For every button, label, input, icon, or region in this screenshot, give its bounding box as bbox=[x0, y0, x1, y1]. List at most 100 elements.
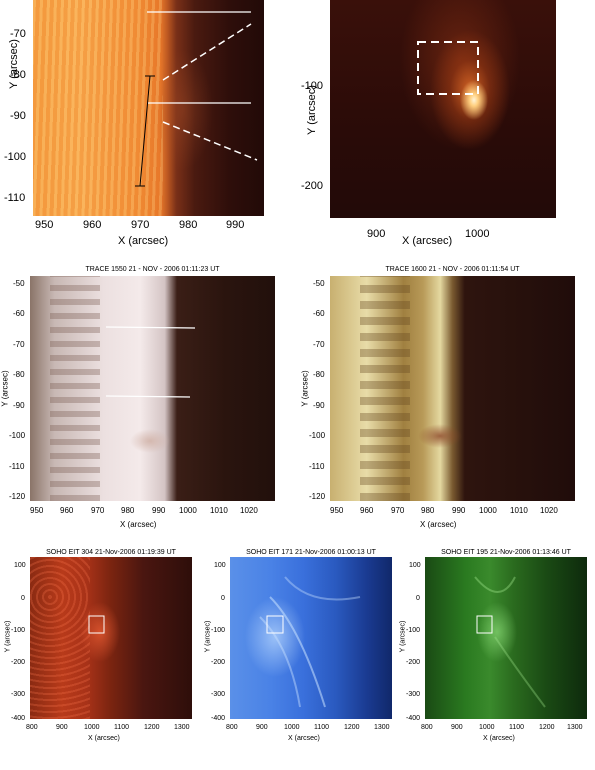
panel-c-title: TRACE 1550 21 - NOV - 2006 01:11:23 UT bbox=[85, 266, 220, 273]
panel-c-xtick: 1020 bbox=[240, 506, 258, 515]
panel-g-image bbox=[425, 557, 587, 719]
panel-g-xtick: 1100 bbox=[509, 724, 525, 731]
panel-c-image bbox=[30, 276, 275, 501]
panel-d-title: TRACE 1600 21 - NOV - 2006 01:11:54 UT bbox=[385, 266, 520, 273]
panel-e-ylabel: Y (arcsec) bbox=[4, 620, 12, 653]
panel-a-xtick: 980 bbox=[179, 219, 198, 231]
panel-c-ytick: -120 bbox=[9, 492, 26, 501]
panel-g-ytick: 100 bbox=[409, 562, 421, 569]
panel-d-xlabel: X (arcsec) bbox=[420, 520, 457, 529]
panel-f-xtick: 900 bbox=[256, 724, 268, 731]
panel-c-ylabel: Y (arcsec) bbox=[0, 370, 10, 407]
panel-b-image bbox=[330, 0, 556, 218]
panel-e-xtick: 1100 bbox=[114, 724, 130, 731]
panel-b: Y (arcsec) -100 -200 900 1000 X (arcsec) bbox=[300, 0, 595, 250]
panel-g-ytick: -300 bbox=[406, 691, 421, 698]
panel-f: SOHO EIT 171 21-Nov-2006 01:00:13 UT Y (… bbox=[200, 545, 400, 770]
panel-d-image bbox=[330, 276, 575, 501]
panel-f-xtick: 1300 bbox=[374, 724, 390, 731]
panel-a-ytick: -110 bbox=[4, 192, 26, 204]
panel-d-xtick: 1000 bbox=[479, 506, 497, 515]
panel-c-ytick: -70 bbox=[13, 340, 25, 349]
panel-d-ytick: -50 bbox=[313, 279, 325, 288]
panel-d-ytick: -100 bbox=[309, 431, 326, 440]
panel-d: TRACE 1600 21 - NOV - 2006 01:11:54 UT Y… bbox=[300, 262, 595, 537]
panel-d-ytick: -120 bbox=[309, 492, 326, 501]
panel-c-ytick: -50 bbox=[13, 279, 25, 288]
panel-c-ytick: -80 bbox=[13, 370, 25, 379]
panel-c-ytick: -110 bbox=[9, 462, 25, 471]
panel-f-xtick: 800 bbox=[226, 724, 238, 731]
panel-d-xtick: 990 bbox=[452, 506, 466, 515]
panel-g-xtick: 800 bbox=[421, 724, 433, 731]
panel-e-overlay bbox=[88, 615, 105, 634]
panel-g-xtick: 900 bbox=[451, 724, 463, 731]
panel-d-xtick: 980 bbox=[421, 506, 435, 515]
panel-e-ytick: 100 bbox=[14, 562, 26, 569]
panel-f-title: SOHO EIT 171 21-Nov-2006 01:00:13 UT bbox=[246, 549, 376, 556]
panel-g-xtick: 1000 bbox=[479, 724, 495, 731]
panel-c-xtick: 960 bbox=[60, 506, 74, 515]
panel-c-xtick: 1000 bbox=[179, 506, 197, 515]
panel-a-ytick: -70 bbox=[10, 28, 26, 40]
panel-e-image bbox=[30, 557, 192, 719]
panel-a-xtick: 990 bbox=[226, 219, 245, 231]
panel-a-overlay bbox=[135, 11, 258, 187]
panel-c-ytick: -60 bbox=[13, 309, 25, 318]
panel-e-xtick: 1300 bbox=[174, 724, 190, 731]
panel-f-xtick: 1000 bbox=[284, 724, 300, 731]
panel-d-ylabel: Y (arcsec) bbox=[300, 370, 310, 407]
panel-c: TRACE 1550 21 - NOV - 2006 01:11:23 UT Y… bbox=[0, 262, 295, 537]
panel-e-xtick: 900 bbox=[56, 724, 68, 731]
panel-f-ytick: 0 bbox=[221, 595, 225, 602]
panel-f-ytick: -200 bbox=[211, 659, 226, 666]
panel-a-ytick: -80 bbox=[10, 69, 26, 81]
panel-a-xtick: 970 bbox=[131, 219, 150, 231]
panel-d-xtick: 1020 bbox=[540, 506, 558, 515]
panel-a: Y (arcsec) -70 -80 -90 -100 -110 950 960… bbox=[0, 0, 300, 250]
panel-c-xtick: 1010 bbox=[210, 506, 228, 515]
panel-d-xtick: 1010 bbox=[510, 506, 528, 515]
panel-g-ytick: 0 bbox=[416, 595, 420, 602]
panel-d-ytick: -70 bbox=[313, 340, 325, 349]
panel-g-xtick: 1300 bbox=[567, 724, 583, 731]
panel-c-ytick: -90 bbox=[13, 401, 25, 410]
panel-b-xtick: 900 bbox=[367, 228, 386, 240]
panel-f-image bbox=[230, 557, 392, 719]
panel-f-xtick: 1200 bbox=[344, 724, 360, 731]
panel-e-xtick: 1000 bbox=[84, 724, 100, 731]
panel-e-xtick: 800 bbox=[26, 724, 38, 731]
panel-g-title: SOHO EIT 195 21-Nov-2006 01:13:46 UT bbox=[441, 549, 571, 556]
panel-f-xtick: 1100 bbox=[314, 724, 330, 731]
panel-g: SOHO EIT 195 21-Nov-2006 01:13:46 UT Y (… bbox=[395, 545, 595, 770]
panel-e-ytick: -300 bbox=[11, 691, 26, 698]
panel-c-xtick: 980 bbox=[121, 506, 135, 515]
panel-a-ytick: -100 bbox=[4, 151, 27, 163]
panel-b-xlabel: X (arcsec) bbox=[402, 235, 453, 247]
panel-d-ytick: -110 bbox=[309, 462, 325, 471]
panel-b-overlay bbox=[417, 41, 479, 95]
panel-g-xtick: 1200 bbox=[539, 724, 555, 731]
panel-e-ytick: 0 bbox=[21, 595, 25, 602]
panel-c-xtick: 950 bbox=[30, 506, 44, 515]
panel-e-title: SOHO EIT 304 21-Nov-2006 01:19:39 UT bbox=[46, 549, 176, 556]
panel-b-xtick: 1000 bbox=[465, 228, 490, 240]
panel-a-xlabel: X (arcsec) bbox=[118, 235, 169, 247]
panel-g-ytick: -400 bbox=[406, 715, 421, 722]
panel-c-xtick: 970 bbox=[91, 506, 105, 515]
panel-b-ytick: -100 bbox=[301, 80, 324, 92]
panel-d-ytick: -90 bbox=[313, 401, 325, 410]
panel-f-ytick: -400 bbox=[211, 715, 226, 722]
panel-a-xtick: 960 bbox=[83, 219, 102, 231]
panel-e-ytick: -400 bbox=[11, 715, 26, 722]
panel-f-xlabel: X (arcsec) bbox=[288, 735, 320, 742]
panel-a-ytick: -90 bbox=[10, 110, 26, 122]
panel-d-xtick: 950 bbox=[330, 506, 344, 515]
panel-d-xtick: 960 bbox=[360, 506, 374, 515]
panel-e-ytick: -100 bbox=[11, 627, 26, 634]
panel-f-ylabel: Y (arcsec) bbox=[204, 620, 212, 653]
panel-g-ylabel: Y (arcsec) bbox=[399, 620, 407, 653]
panel-c-overlay bbox=[105, 326, 196, 398]
panel-g-overlay bbox=[474, 576, 546, 708]
panel-c-xtick: 990 bbox=[152, 506, 166, 515]
